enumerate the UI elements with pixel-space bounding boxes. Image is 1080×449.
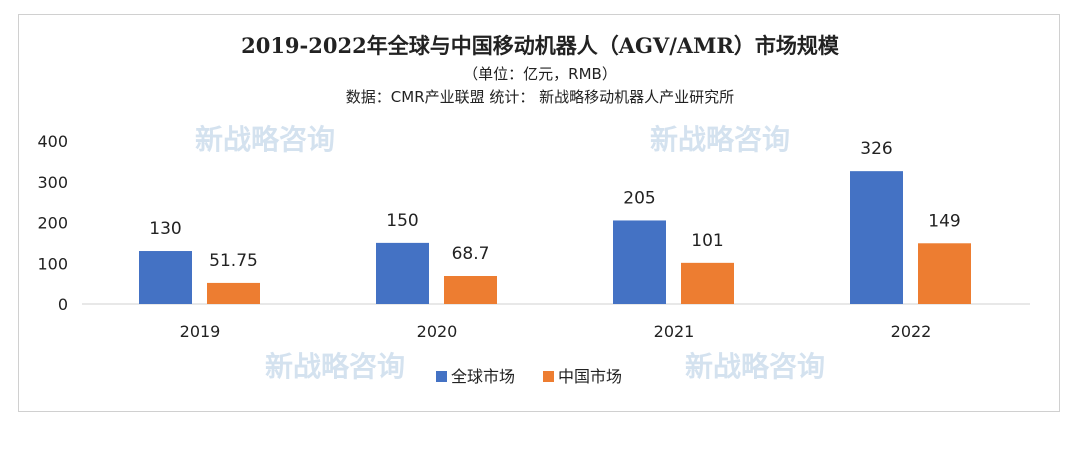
data-label: 51.75 [209,251,258,271]
data-label: 68.7 [452,244,490,264]
chart-frame [18,14,1060,412]
data-label: 205 [623,188,655,208]
chart-subtitle: （单位：亿元，RMB） [463,65,617,83]
data-label: 149 [928,211,960,231]
watermark: 新战略咨询 [265,350,406,383]
chart-title: 2019-2022年全球与中国移动机器人（AGV/AMR）市场规模 [241,33,839,58]
y-tick-label: 300 [37,173,68,192]
legend-swatch [543,371,554,382]
watermark: 新战略咨询 [650,123,791,156]
x-tick-label: 2021 [654,322,695,341]
data-label: 326 [860,139,892,159]
y-tick-label: 400 [37,132,68,151]
bar-china [444,276,497,304]
data-label: 150 [386,211,418,231]
y-tick-label: 100 [37,254,68,273]
bar-global [850,171,903,304]
chart-source: 数据：CMR产业联盟 统计： 新战略移动机器人产业研究所 [345,88,735,106]
bar-global [376,242,429,304]
y-tick-label: 200 [37,214,68,233]
bar-global [613,220,666,304]
bar-global [139,251,192,304]
legend-swatch [436,371,447,382]
x-tick-label: 2020 [417,322,458,341]
bar-china [681,262,734,304]
x-tick-label: 2022 [891,322,932,341]
legend-label: 中国市场 [558,367,622,386]
data-label: 101 [691,231,723,251]
bar-china [207,282,260,304]
y-tick-label: 0 [58,295,68,314]
watermark: 新战略咨询 [195,123,336,156]
legend-label: 全球市场 [451,367,515,386]
bar-china [918,243,971,304]
data-label: 130 [149,219,181,239]
x-tick-label: 2019 [180,322,221,341]
watermark: 新战略咨询 [685,350,826,383]
